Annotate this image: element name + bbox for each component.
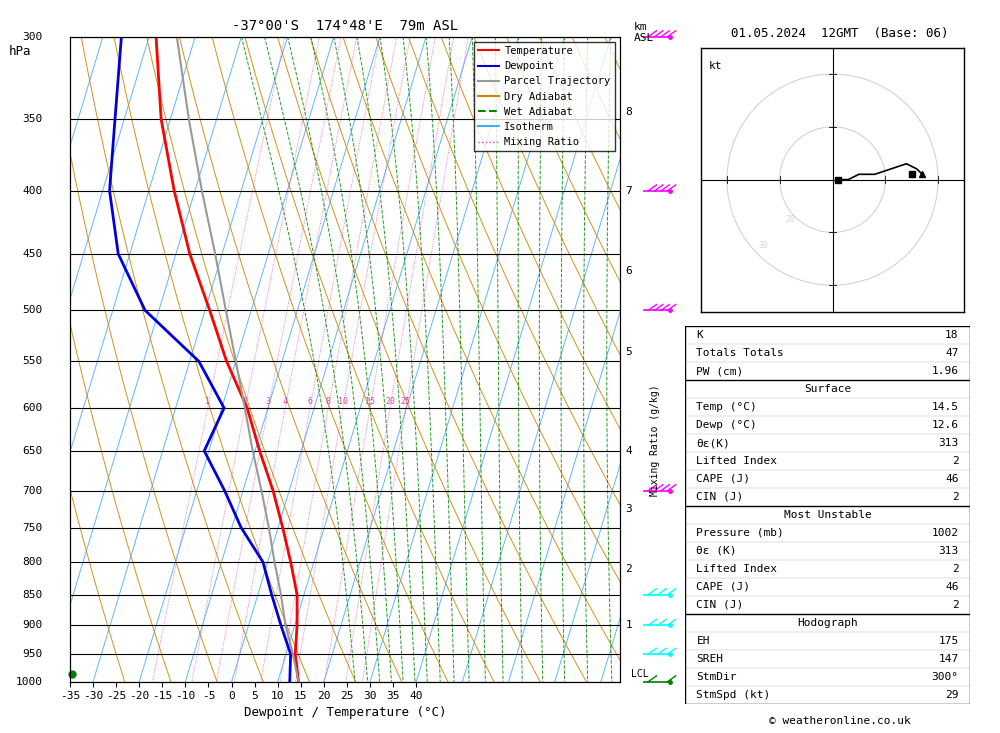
Text: 850: 850 <box>22 589 42 600</box>
Text: 147: 147 <box>938 654 959 664</box>
Text: 2: 2 <box>952 456 959 466</box>
Text: 20: 20 <box>785 215 795 224</box>
Text: 1: 1 <box>205 397 210 406</box>
Text: 2: 2 <box>243 397 248 406</box>
Text: kt: kt <box>708 61 722 71</box>
Text: Lifted Index: Lifted Index <box>696 456 777 466</box>
Text: 600: 600 <box>22 403 42 413</box>
Text: 300: 300 <box>22 32 42 42</box>
Text: 900: 900 <box>22 620 42 630</box>
Text: θε(K): θε(K) <box>696 438 730 448</box>
Text: 650: 650 <box>22 446 42 456</box>
Text: 6: 6 <box>626 267 632 276</box>
Text: 1000: 1000 <box>15 677 42 687</box>
Text: 175: 175 <box>938 636 959 646</box>
Text: CAPE (J): CAPE (J) <box>696 474 750 484</box>
Text: 800: 800 <box>22 557 42 567</box>
Title: -37°00'S  174°48'E  79m ASL: -37°00'S 174°48'E 79m ASL <box>232 19 458 33</box>
Text: 350: 350 <box>22 114 42 124</box>
Text: 18: 18 <box>945 330 959 340</box>
Text: K: K <box>696 330 703 340</box>
Legend: Temperature, Dewpoint, Parcel Trajectory, Dry Adiabat, Wet Adiabat, Isotherm, Mi: Temperature, Dewpoint, Parcel Trajectory… <box>474 42 615 152</box>
Text: 6: 6 <box>308 397 313 406</box>
Text: Mixing Ratio (g/kg): Mixing Ratio (g/kg) <box>650 384 660 496</box>
Text: 500: 500 <box>22 306 42 315</box>
Text: CIN (J): CIN (J) <box>696 600 744 610</box>
Text: 300°: 300° <box>932 671 959 682</box>
Text: 2: 2 <box>626 564 632 574</box>
Text: 47: 47 <box>945 348 959 358</box>
Text: 8: 8 <box>626 106 632 117</box>
Text: θε (K): θε (K) <box>696 546 737 556</box>
Text: 12.6: 12.6 <box>932 420 959 430</box>
Text: 25: 25 <box>401 397 411 406</box>
Text: 313: 313 <box>938 546 959 556</box>
Text: 10: 10 <box>338 397 348 406</box>
Text: 1.96: 1.96 <box>932 366 959 376</box>
Text: 950: 950 <box>22 649 42 659</box>
Text: 5: 5 <box>626 347 632 356</box>
Text: 29: 29 <box>945 690 959 700</box>
Text: 30: 30 <box>759 241 769 250</box>
Text: 2: 2 <box>952 492 959 502</box>
Text: 4: 4 <box>626 446 632 456</box>
Text: 15: 15 <box>365 397 375 406</box>
Text: 7: 7 <box>626 185 632 196</box>
X-axis label: Dewpoint / Temperature (°C): Dewpoint / Temperature (°C) <box>244 706 446 718</box>
Text: EH: EH <box>696 636 710 646</box>
Text: StmSpd (kt): StmSpd (kt) <box>696 690 771 700</box>
Text: Dewp (°C): Dewp (°C) <box>696 420 757 430</box>
Text: hPa: hPa <box>9 45 31 58</box>
Text: PW (cm): PW (cm) <box>696 366 744 376</box>
Text: StmDir: StmDir <box>696 671 737 682</box>
Text: 2: 2 <box>952 564 959 574</box>
Text: Lifted Index: Lifted Index <box>696 564 777 574</box>
Text: 2: 2 <box>952 600 959 610</box>
Text: 46: 46 <box>945 582 959 592</box>
Text: 4: 4 <box>283 397 288 406</box>
Text: LCL: LCL <box>631 668 649 679</box>
Text: Hodograph: Hodograph <box>797 618 858 627</box>
Text: 700: 700 <box>22 485 42 496</box>
Text: ASL: ASL <box>634 33 654 43</box>
Text: 1002: 1002 <box>932 528 959 538</box>
Text: 313: 313 <box>938 438 959 448</box>
Text: 3: 3 <box>626 504 632 515</box>
Text: CAPE (J): CAPE (J) <box>696 582 750 592</box>
Text: 14.5: 14.5 <box>932 402 959 412</box>
Text: 750: 750 <box>22 523 42 533</box>
Text: Temp (°C): Temp (°C) <box>696 402 757 412</box>
Text: 20: 20 <box>385 397 395 406</box>
Text: © weatheronline.co.uk: © weatheronline.co.uk <box>769 715 911 726</box>
Text: Surface: Surface <box>804 384 851 394</box>
Text: CIN (J): CIN (J) <box>696 492 744 502</box>
Text: 01.05.2024  12GMT  (Base: 06): 01.05.2024 12GMT (Base: 06) <box>731 27 949 40</box>
Text: km: km <box>634 22 648 32</box>
Text: Totals Totals: Totals Totals <box>696 348 784 358</box>
Text: 1: 1 <box>626 620 632 630</box>
Text: 400: 400 <box>22 185 42 196</box>
Text: 8: 8 <box>326 397 331 406</box>
Text: 46: 46 <box>945 474 959 484</box>
Text: 3: 3 <box>266 397 271 406</box>
Text: SREH: SREH <box>696 654 723 664</box>
Text: Most Unstable: Most Unstable <box>784 510 871 520</box>
Text: 550: 550 <box>22 356 42 366</box>
Text: 450: 450 <box>22 249 42 259</box>
Text: Pressure (mb): Pressure (mb) <box>696 528 784 538</box>
